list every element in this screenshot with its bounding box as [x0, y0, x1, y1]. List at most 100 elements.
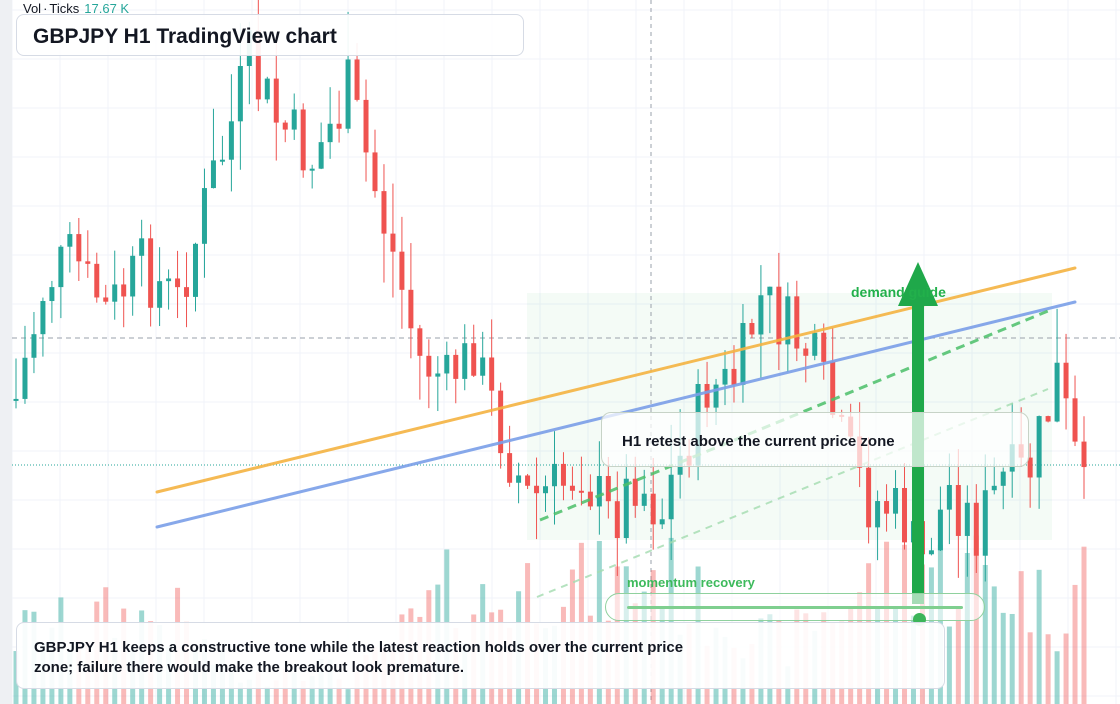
- candle-body: [471, 343, 477, 376]
- candle-body: [318, 142, 324, 169]
- candle-body: [175, 278, 181, 288]
- momentum-track: [627, 606, 963, 626]
- candle-body: [776, 286, 782, 345]
- volume-bar: [1036, 569, 1042, 704]
- candle-body: [1063, 362, 1069, 399]
- candle-body: [13, 398, 19, 401]
- volume-bar: [946, 626, 952, 704]
- candle-body: [139, 238, 145, 256]
- volume-source: Ticks: [49, 1, 80, 16]
- candle-body: [58, 246, 64, 288]
- candle-body: [623, 478, 629, 539]
- candle-body: [49, 287, 55, 302]
- candle-body: [22, 357, 28, 399]
- candle-body: [830, 361, 836, 415]
- volume-bar: [1063, 633, 1069, 704]
- candle-body: [327, 123, 333, 143]
- candle-body: [731, 368, 737, 385]
- volume-separator: ·: [43, 1, 48, 16]
- candle-body: [955, 485, 961, 536]
- momentum-label: momentum recovery: [627, 575, 755, 590]
- price-scale-strip: [0, 0, 12, 704]
- candle-body: [516, 475, 522, 483]
- volume-bar: [955, 607, 961, 704]
- candle-body: [453, 354, 459, 379]
- candle-body: [587, 491, 593, 507]
- retest-callout: H1 retest above the current price zone: [601, 412, 1029, 467]
- volume-value: 17.67 K: [84, 1, 130, 16]
- candle-body: [291, 109, 297, 130]
- candle-body: [166, 278, 172, 282]
- volume-bar: [964, 553, 970, 704]
- candle-body: [578, 490, 584, 493]
- candle-body: [964, 502, 970, 536]
- candle-body: [67, 234, 73, 247]
- volume-bar: [309, 676, 315, 704]
- candle-body: [659, 519, 665, 525]
- candle-body: [112, 284, 118, 302]
- candle-body: [192, 243, 198, 297]
- candle-body: [749, 323, 755, 335]
- candle-body: [821, 332, 827, 362]
- candle-body: [103, 297, 109, 302]
- candle-body: [758, 295, 764, 335]
- candle-body: [219, 159, 225, 162]
- candle-body: [372, 152, 378, 192]
- candle-body: [1027, 457, 1033, 478]
- candle-body: [507, 453, 513, 483]
- candle-body: [336, 123, 342, 129]
- chart-title: GBPJPY H1 TradingView chart: [33, 25, 337, 48]
- candle-body: [130, 255, 136, 297]
- analysis-note-card: GBPJPY H1 keeps a constructive tone whil…: [16, 622, 945, 689]
- volume-bar: [264, 686, 270, 704]
- candle-body: [354, 59, 360, 100]
- candle-body: [551, 463, 557, 487]
- candle-body: [426, 355, 432, 377]
- volume-bar: [1072, 584, 1078, 704]
- candle-body: [255, 30, 261, 100]
- candle-body: [946, 485, 952, 510]
- volume-bar: [1045, 634, 1051, 704]
- candle-body: [40, 301, 46, 335]
- candle-body: [489, 357, 495, 391]
- candle-body: [543, 486, 549, 494]
- candle-body: [794, 296, 800, 349]
- volume-bar: [1027, 632, 1033, 704]
- candle-body: [534, 485, 540, 494]
- volume-bar: [1000, 612, 1006, 704]
- candle-body: [812, 332, 818, 356]
- volume-bar: [273, 680, 279, 704]
- candle-body: [614, 501, 620, 539]
- candle-body: [273, 78, 279, 123]
- title-card: GBPJPY H1 TradingView chart: [16, 14, 524, 56]
- volume-bar: [1018, 571, 1024, 704]
- candle-body: [309, 168, 315, 171]
- candle-body: [94, 263, 100, 298]
- demand-guide-label: demand guide: [851, 284, 946, 300]
- candle-body: [1081, 441, 1087, 468]
- candle-body: [884, 501, 890, 514]
- candle-body: [785, 296, 791, 345]
- volume-bar: [300, 681, 306, 704]
- volume-legend: Vol · Ticks 17.67 K: [23, 1, 129, 16]
- candle-body: [632, 478, 638, 506]
- candle-body: [1054, 362, 1060, 422]
- candle-body: [498, 390, 504, 454]
- candle-body: [982, 490, 988, 556]
- candle-body: [228, 121, 234, 160]
- analysis-note: GBPJPY H1 keeps a constructive tone whil…: [34, 639, 684, 676]
- volume-bar: [237, 682, 243, 704]
- candle-body: [345, 59, 351, 129]
- candle-body: [264, 78, 270, 100]
- candle-body: [704, 383, 710, 408]
- demand-arrow-head: [898, 262, 938, 306]
- candle-body: [300, 109, 306, 171]
- candle-body: [417, 328, 423, 356]
- momentum-slider[interactable]: [605, 593, 985, 626]
- candle-body: [641, 493, 647, 506]
- volume-bar: [1081, 546, 1087, 704]
- candle-body: [157, 281, 163, 308]
- candle-body: [76, 234, 82, 262]
- candle-body: [399, 251, 405, 290]
- candle-body: [525, 475, 531, 486]
